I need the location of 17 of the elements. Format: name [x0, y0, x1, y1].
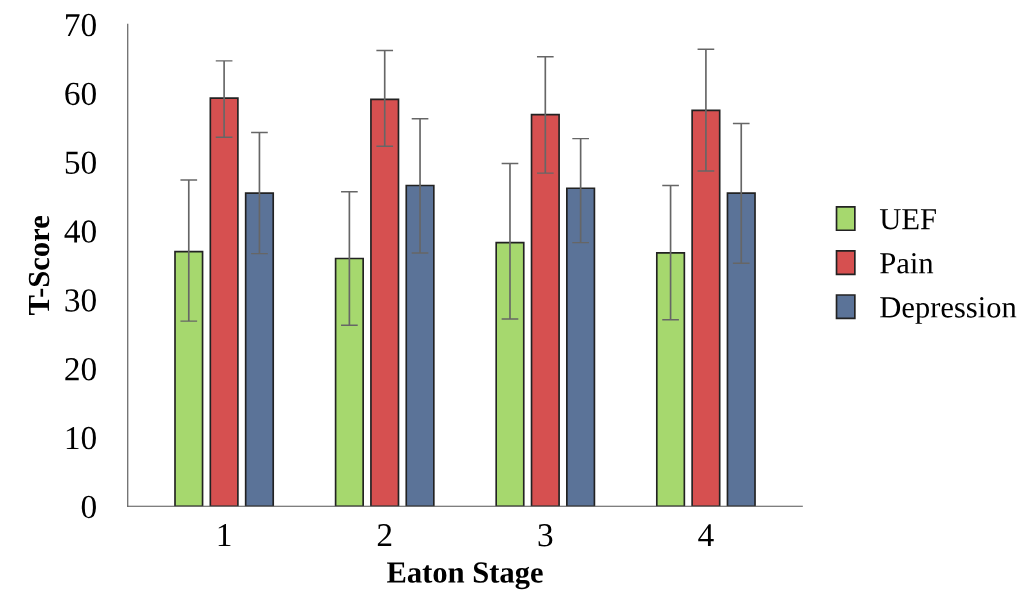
y-tick-label: 60 [65, 82, 96, 106]
x-tick-label: 2 [377, 524, 392, 547]
y-tick-label: 30 [65, 289, 96, 312]
x-tick-label: 3 [538, 524, 553, 547]
y-tick-label: 40 [64, 220, 96, 243]
y-tick-label: 20 [65, 358, 96, 381]
legend-label: Pain [880, 253, 934, 274]
y-tick-label: 50 [65, 151, 96, 174]
y-axis-title: T-Score [28, 216, 50, 315]
x-axis-title: Eaton Stage [387, 562, 543, 590]
legend-label: Depression [880, 297, 1017, 324]
y-tick-label: 0 [81, 495, 96, 519]
y-tick-label: 10 [66, 426, 96, 450]
x-tick-label: 1 [218, 524, 231, 547]
legend-label: UEF [879, 209, 936, 230]
y-tick-label: 70 [66, 13, 96, 37]
x-tick-label: 4 [698, 524, 714, 547]
